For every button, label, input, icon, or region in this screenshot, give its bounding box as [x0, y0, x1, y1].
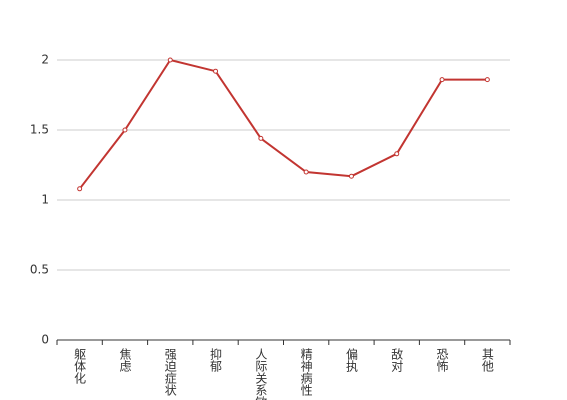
point — [394, 151, 400, 157]
x-tick-label: 其他 — [480, 348, 494, 372]
x-tick-label: 躯体化 — [73, 347, 87, 385]
y-tick-label: 0.5 — [30, 263, 49, 277]
point — [213, 68, 219, 74]
x-tick-label: 偏执 — [344, 347, 358, 373]
y-tick-label: 2 — [41, 53, 49, 67]
point — [484, 77, 490, 83]
y-tick-label: 1 — [41, 193, 49, 207]
x-tick-label: 强迫症状 — [163, 348, 177, 396]
line — [78, 58, 488, 190]
point — [258, 135, 264, 141]
x-tick-label: 恐怖 — [435, 348, 449, 372]
x-tick-label: 抑郁 — [209, 347, 223, 373]
x-tick-label: 焦虑 — [118, 348, 132, 372]
y-tick-label: 1.5 — [30, 123, 49, 137]
x-tick-label: 精神病性 — [299, 348, 313, 397]
point — [122, 127, 128, 133]
point — [439, 77, 445, 83]
point — [167, 57, 173, 63]
point — [303, 169, 309, 175]
x-tick-label: 人际关系敏感 — [254, 348, 268, 400]
y-tick-label: 0 — [41, 333, 49, 347]
x-tick-label: 敌对 — [390, 347, 404, 372]
point — [348, 173, 354, 179]
point — [77, 186, 83, 192]
